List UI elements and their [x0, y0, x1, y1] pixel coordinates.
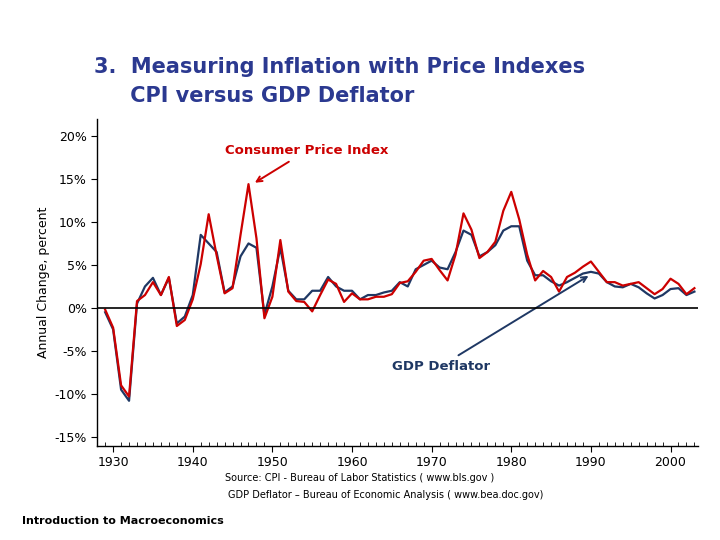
Text: GDP Deflator – Bureau of Economic Analysis ( www.bea.doc.gov): GDP Deflator – Bureau of Economic Analys…	[228, 490, 543, 500]
Text: CPI versus GDP Deflator: CPI versus GDP Deflator	[94, 86, 414, 106]
Text: Consumer Price Index: Consumer Price Index	[225, 145, 388, 181]
Text: Introduction to Macroeconomics: Introduction to Macroeconomics	[22, 516, 223, 526]
Y-axis label: Annual Change, percent: Annual Change, percent	[37, 206, 50, 358]
Text: GDP Deflator: GDP Deflator	[392, 277, 587, 373]
Text: 3.  Measuring Inflation with Price Indexes: 3. Measuring Inflation with Price Indexe…	[94, 57, 585, 77]
Text: Source: CPI - Bureau of Labor Statistics ( www.bls.gov ): Source: CPI - Bureau of Labor Statistics…	[225, 472, 495, 483]
